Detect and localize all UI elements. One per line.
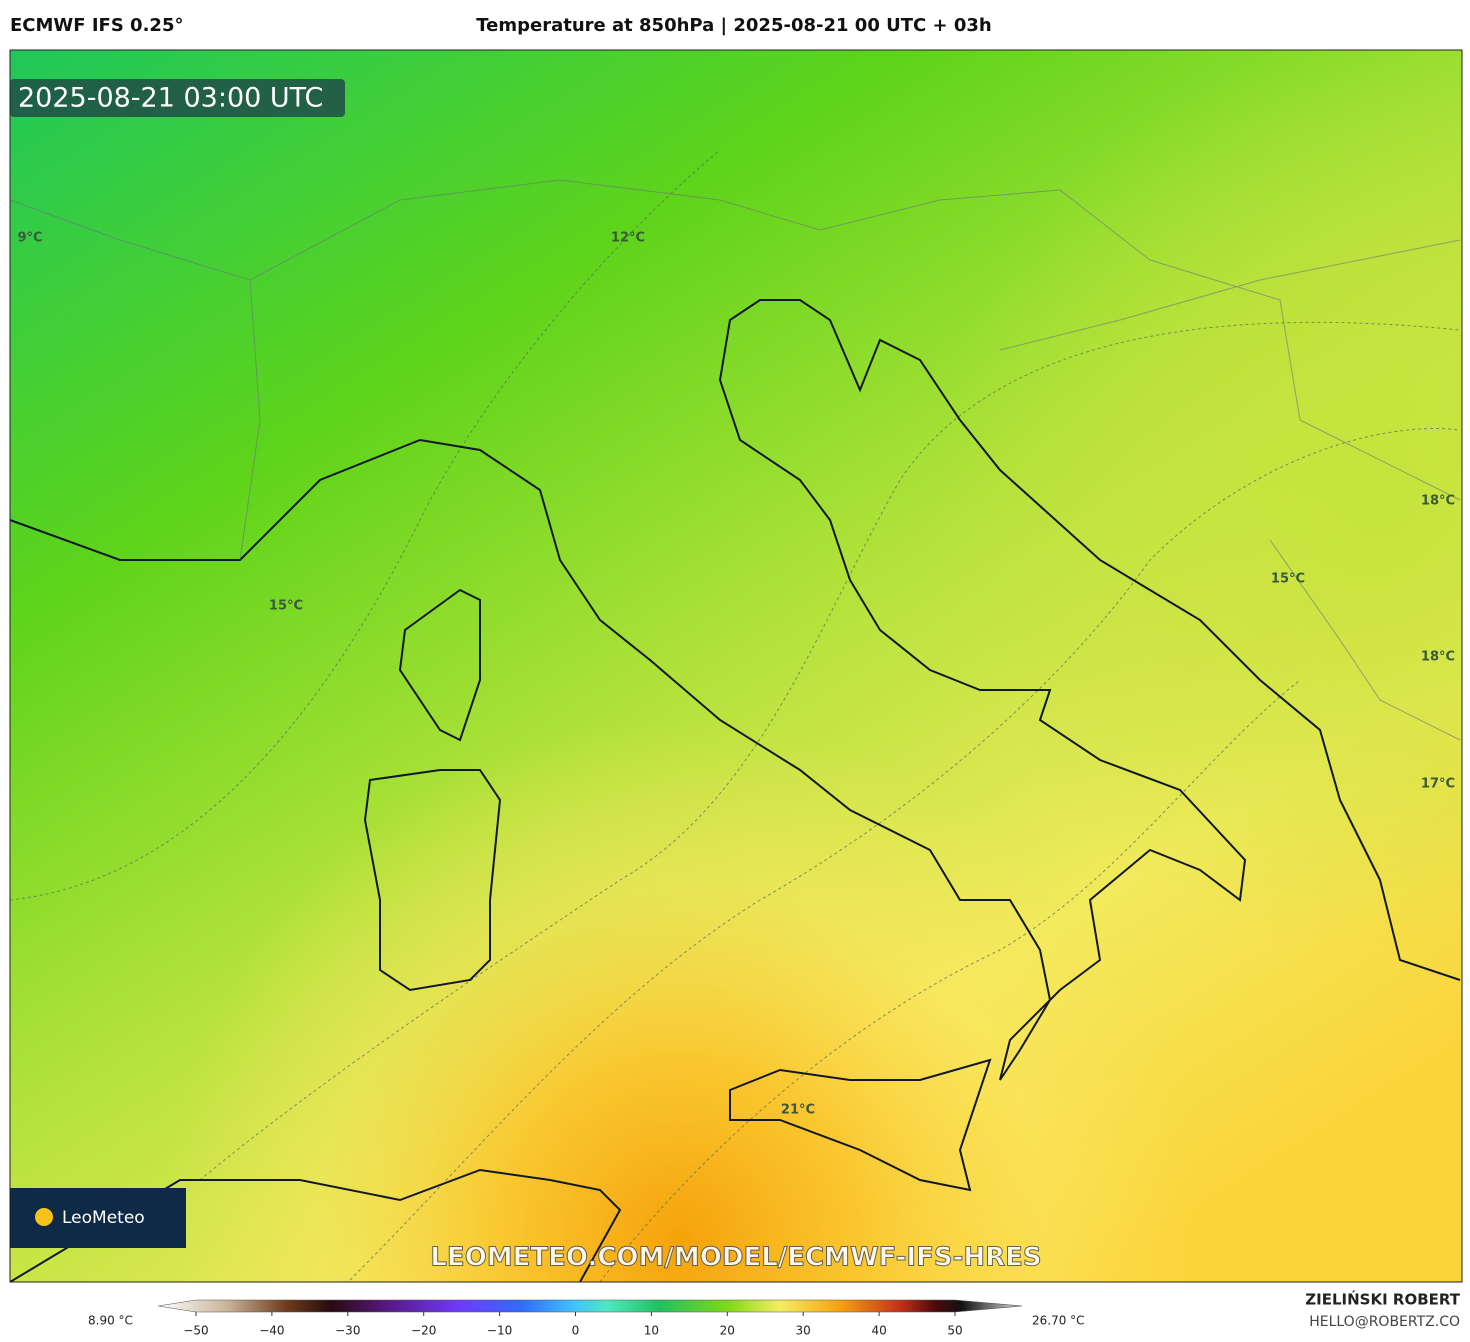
contour-label: 18°C — [1421, 494, 1455, 509]
colorbar-tick-label: 40 — [871, 1324, 886, 1338]
colorbar-min: 8.90 °C — [88, 1314, 133, 1328]
colorbar-tick-label: −40 — [259, 1324, 284, 1338]
map: 9°C 12°C 15°C 18°C 15°C 18°C 17°C 21°C 2025-08-… — [10, 50, 1462, 1282]
logo: LeoMeteo — [62, 1208, 145, 1228]
colorbar-max: 26.70 °C — [1032, 1314, 1085, 1328]
colorbar — [157, 1299, 1023, 1313]
contour-label: 17°C — [1421, 777, 1455, 792]
coastline — [10, 299, 1461, 1282]
timestamp-box — [10, 79, 345, 117]
colorbar-ticks: −50 −40 −30 −20 −10 0 10 20 30 40 50 — [183, 1312, 963, 1338]
isotherms — [10, 149, 1461, 1282]
logo-sun — [35, 1208, 53, 1226]
contour-label: 15°C — [269, 599, 303, 614]
borders — [10, 179, 1461, 741]
colorbar-tick-label: −10 — [487, 1324, 512, 1338]
contour-labels: 9°C 12°C 15°C 18°C 15°C 18°C 17°C 21°C — [17, 231, 1455, 1118]
author: ZIELIŃSKI ROBERT — [1305, 1290, 1460, 1309]
contour-label: 21°C — [781, 1103, 815, 1118]
watermark: LEOMETEO.COM/MODEL/ECMWF-IFS-HRES — [430, 1243, 1041, 1273]
map-frame — [9, 49, 1463, 1283]
colorbar-tick-label: −50 — [183, 1324, 208, 1338]
temperature-field — [10, 50, 1462, 1282]
colorbar-tick-label: −30 — [335, 1324, 360, 1338]
model-name: ECMWF IFS 0.25° — [10, 15, 183, 36]
contour-label: 18°C — [1421, 650, 1455, 665]
chart-title: Temperature at 850hPa | 2025-08-21 00 UT… — [476, 15, 991, 36]
contour-label: 12°C — [611, 231, 645, 246]
timestamp: 2025-08-21 03:00 UTC — [18, 83, 323, 114]
colorbar-tick-label: 30 — [796, 1324, 811, 1338]
colorbar-tick-label: 20 — [720, 1324, 735, 1338]
colorbar-tick-label: 50 — [947, 1324, 962, 1338]
colorbar-tick-label: −20 — [411, 1324, 436, 1338]
contour-label: 9°C — [17, 231, 42, 246]
contour-label: 15°C — [1271, 572, 1305, 587]
colorbar-tick-label: 0 — [572, 1324, 580, 1338]
colorbar-tick-label: 10 — [644, 1324, 659, 1338]
contact: HELLO@ROBERTZ.CO — [1309, 1314, 1460, 1330]
